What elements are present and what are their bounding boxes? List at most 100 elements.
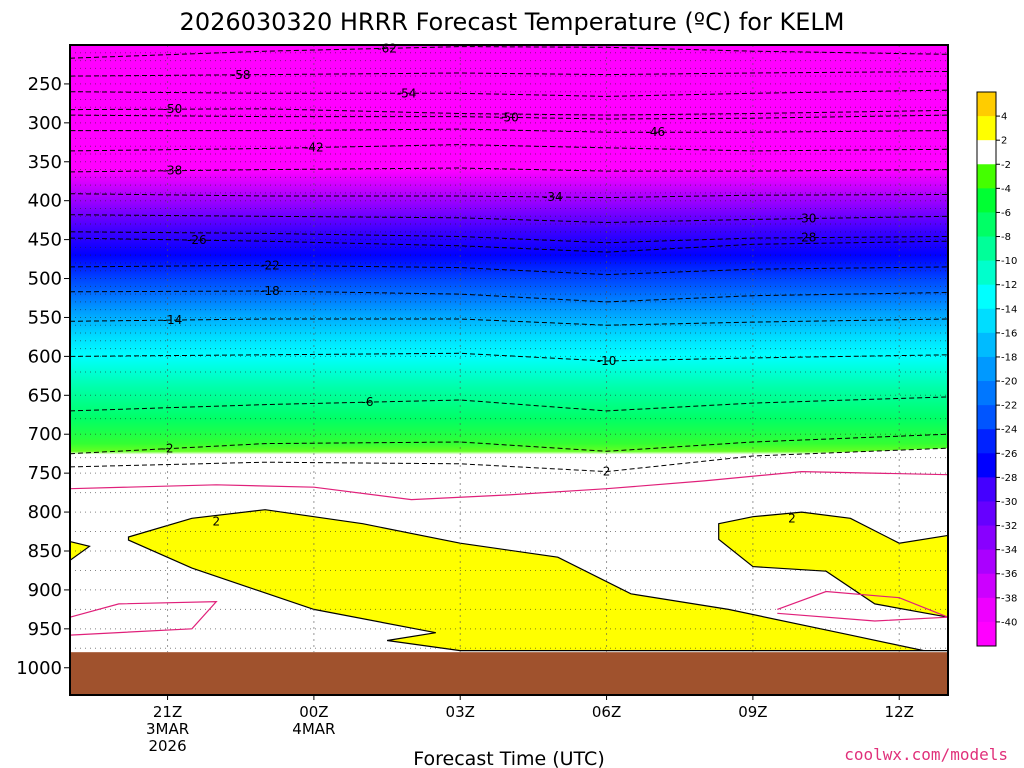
colorbar-swatch-21 — [977, 597, 996, 623]
isotherm-label-11: -26 — [187, 233, 207, 247]
y-tick-label-1: 300 — [28, 113, 62, 134]
isotherm-label-2: -54 — [397, 86, 417, 100]
isotherm-label-15: -10 — [597, 354, 617, 368]
isotherm-label-10: -28 — [797, 231, 817, 245]
isotherm-2 — [69, 89, 949, 97]
colorbar-swatch-3 — [977, 164, 996, 189]
pink-contour-0 — [69, 470, 949, 501]
colorbar-label-8: -14 — [1001, 304, 1017, 315]
isotherm-5 — [70, 128, 949, 133]
x-tick-label-0-0: 21Z — [153, 703, 182, 721]
isotherm-label-6: -42 — [304, 141, 324, 155]
y-tick-label-11: 800 — [28, 502, 62, 523]
warm-region-0 — [127, 509, 948, 652]
isotherm-14 — [69, 318, 949, 326]
colorbar-label-3: -4 — [1001, 184, 1011, 195]
isotherm-label-8: -34 — [543, 190, 563, 204]
isotherm-label-3: -50 — [163, 102, 183, 116]
colorbar-label-16: -30 — [1001, 497, 1017, 508]
pink-contour-2 — [777, 590, 949, 622]
colorbar-label-0: 4 — [1001, 112, 1007, 123]
y-tick-label-10: 750 — [28, 463, 62, 484]
x-tick-label-1-0: 00Z — [299, 703, 328, 721]
colorbar-swatch-17 — [977, 501, 996, 527]
y-tick-label-8: 650 — [28, 385, 62, 406]
isotherm-label-17: -2 — [162, 442, 174, 456]
colorbar-swatch-15 — [977, 453, 996, 478]
y-tick-label-12: 850 — [28, 541, 62, 562]
x-tick-label-1-1: 4MAR — [292, 720, 335, 738]
isotherm-6 — [69, 144, 949, 152]
isotherm-15 — [69, 352, 949, 362]
colorbar-label-2: -2 — [1001, 160, 1011, 171]
isotherm-0 — [69, 46, 949, 59]
x-tick-label-2-0: 03Z — [446, 703, 475, 721]
colorbar-legend: 4 2 -2 -4 -6 -8 -10 -12 -14 -16 -18 -20 -22 -24 -26 -28… — [976, 91, 1017, 647]
x-tick-label-5-0: 12Z — [885, 703, 914, 721]
isotherm-label-7: -38 — [163, 164, 183, 178]
plot-frame — [69, 44, 949, 696]
isotherm-label-0: -62 — [377, 41, 397, 55]
ground-surface — [70, 652, 948, 695]
y-tick-label-7: 600 — [28, 346, 62, 367]
credit-text[interactable]: coolwx.com/models — [844, 745, 1008, 764]
colorbar-label-14: -26 — [1001, 449, 1017, 460]
plot-area: -62-58-54-50-50-46-42-38-34-30-28-26-22-… — [16, 41, 949, 755]
isotherm-label-9: -30 — [797, 212, 817, 226]
freezing-line — [69, 447, 949, 473]
colorbar-swatch-6 — [977, 236, 996, 262]
colorbar-label-15: -28 — [1001, 473, 1017, 484]
colorbar-label-12: -22 — [1001, 401, 1017, 412]
x-axis-label: Forecast Time (UTC) — [413, 748, 604, 768]
isotherm-17 — [69, 433, 949, 455]
isotherm-10 — [69, 231, 949, 244]
colorbar-swatch-0 — [977, 92, 996, 117]
isotherm-label-12: -22 — [260, 258, 280, 272]
colorbar-swatch-19 — [977, 549, 996, 575]
isotherm-4 — [69, 114, 949, 120]
x-tick-label-4-0: 09Z — [738, 703, 767, 721]
y-tick-label-15: 1000 — [16, 658, 62, 679]
y-tick-label-13: 900 — [28, 580, 62, 601]
isotherm-label-1: -58 — [231, 68, 251, 82]
colorbar-swatch-22 — [977, 621, 996, 647]
y-tick-label-9: 700 — [28, 424, 62, 445]
colorbar-swatch-2 — [977, 140, 996, 165]
colorbar-swatch-12 — [977, 381, 996, 406]
colorbar-label-4: -6 — [1001, 208, 1011, 219]
colorbar-label-6: -10 — [1001, 256, 1017, 267]
colorbar-label-13: -24 — [1001, 425, 1017, 436]
colorbar-swatch-11 — [977, 356, 996, 382]
colorbar-label-7: -12 — [1001, 280, 1017, 291]
colorbar-swatch-9 — [977, 308, 996, 334]
colorbar-label-19: -36 — [1001, 569, 1017, 580]
isotherm-1 — [69, 71, 949, 77]
isotherm-16 — [69, 396, 949, 412]
isotherm-label-4: -50 — [499, 110, 519, 124]
isotherm-8 — [69, 193, 949, 199]
colorbar-label-5: -8 — [1001, 232, 1011, 243]
chart-title: 2026030320 HRRR Forecast Temperature (ºC… — [180, 8, 845, 36]
isotherm-13 — [69, 290, 949, 303]
colorbar-swatch-18 — [977, 525, 996, 551]
colorbar-swatch-4 — [977, 188, 996, 213]
colorbar-swatch-14 — [977, 429, 996, 454]
isotherm-label-5: -46 — [646, 125, 666, 139]
isotherm-9 — [69, 214, 949, 224]
y-tick-label-0: 250 — [28, 74, 62, 95]
colorbar-label-21: -40 — [1001, 617, 1017, 628]
colorbar-label-10: -18 — [1001, 352, 1017, 363]
colorbar-label-9: -16 — [1001, 328, 1017, 339]
y-tick-label-2: 350 — [28, 152, 62, 173]
isotherm-3 — [69, 108, 949, 116]
colorbar-swatch-5 — [977, 212, 996, 238]
colorbar-swatch-13 — [977, 405, 996, 430]
pink-contour-1 — [69, 600, 218, 636]
y-tick-label-4: 450 — [28, 230, 62, 251]
warm-region-label-0: 2 — [213, 514, 221, 528]
colorbar-swatch-1 — [977, 116, 996, 141]
isotherm-12 — [69, 264, 949, 276]
x-tick-label-3-0: 06Z — [592, 703, 621, 721]
y-tick-label-5: 500 — [28, 269, 62, 290]
